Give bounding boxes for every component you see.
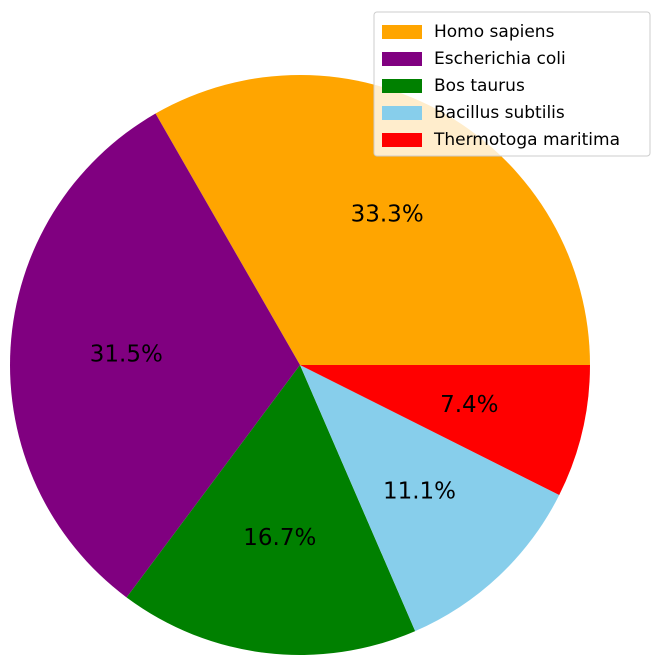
legend-label-bacillus-subtilis: Bacillus subtilis [434,103,565,123]
legend-swatch-escherichia-coli [382,52,422,66]
legend-label-escherichia-coli: Escherichia coli [434,49,566,69]
pie-slice-bos-taurus [126,365,416,655]
legend-swatch-bacillus-subtilis [382,106,422,120]
pie-slice-bacillus-subtilis [300,365,560,632]
pie-percent-label-bacillus-subtilis: 11.1% [383,478,456,504]
pie-percent-labels: 33.3% 31.5% 16.7% 11.1% 7.4% [90,201,499,550]
legend-swatch-thermotoga-maritima [382,133,422,147]
legend-swatch-bos-taurus [382,79,422,93]
legend-swatch-homo-sapiens [382,25,422,39]
legend-label-bos-taurus: Bos taurus [434,76,525,96]
pie-slice-escherichia-coli [10,113,301,598]
legend: Homo sapiens Escherichia coli Bos taurus Ba… [373,11,651,157]
legend-box [373,11,651,157]
pie-percent-label-homo-sapiens: 33.3% [351,201,424,227]
pie-percent-label-bos-taurus: 16.7% [243,525,316,551]
legend-label-thermotoga-maritima: Thermotoga maritima [433,130,620,150]
pie-slice-thermotoga-maritima [300,365,590,496]
legend-label-homo-sapiens: Homo sapiens [434,22,555,42]
pie-percent-label-thermotoga-maritima: 7.4% [440,392,498,418]
pie-percent-label-escherichia-coli: 31.5% [90,342,163,368]
